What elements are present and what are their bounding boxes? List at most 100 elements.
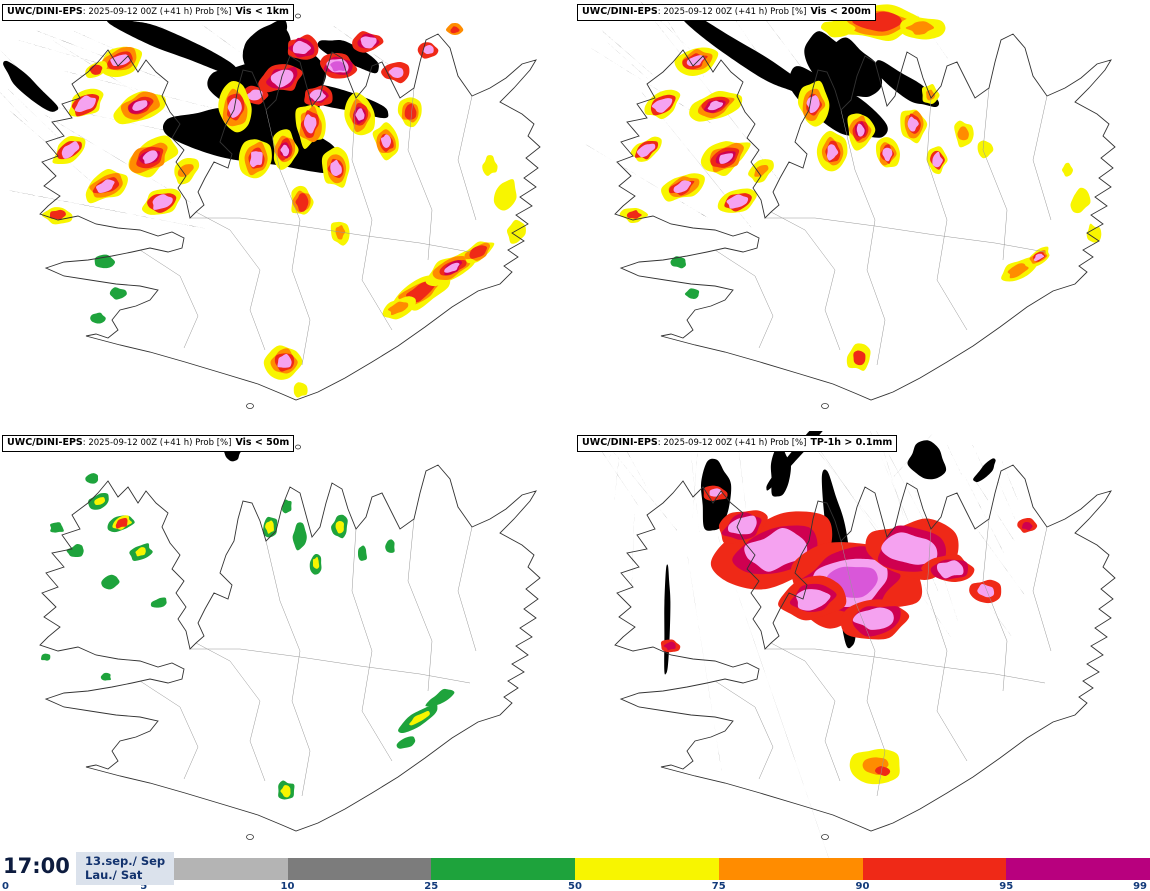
boundary-line	[714, 680, 774, 780]
prob-field-100	[690, 447, 700, 533]
panel-vis-200m: UWC/DINI-EPS: 2025-09-12 00Z (+41 h) Pro…	[575, 0, 1150, 431]
prob-contour-green	[670, 256, 686, 269]
prob-contour-yellow	[1086, 223, 1102, 243]
boundary-line	[195, 211, 266, 351]
boundary-line	[457, 95, 477, 221]
prob-contour-green	[66, 544, 84, 558]
prob-contour-pink	[152, 194, 173, 210]
prob-contour-orange	[957, 126, 969, 141]
prob-field-540	[640, 1, 702, 61]
prob-contour-green	[90, 312, 106, 324]
prob-contour-green	[101, 574, 120, 590]
boundary-line	[195, 642, 266, 782]
prob-contour-crimson	[1021, 521, 1033, 531]
prob-contour-yellow	[1070, 187, 1091, 214]
prob-contour-pink	[852, 607, 894, 630]
prob-contour-yellow	[280, 785, 291, 798]
prob-field-432	[823, 37, 883, 97]
prob-contour-yellow	[482, 155, 498, 176]
prob-contour-green	[85, 473, 99, 484]
prob-field-465	[614, 450, 620, 500]
prob-contour-pink	[907, 116, 919, 132]
prob-field-40	[611, 449, 677, 531]
island-vestmannaeyjar	[821, 834, 829, 840]
prob-contour-pink	[422, 45, 434, 54]
prob-contour-pink	[142, 150, 158, 164]
coastline	[39, 464, 541, 832]
run-info: : 2025-09-12 00Z (+41 h) Prob [%]	[657, 438, 807, 448]
prob-contour-yellow	[94, 497, 106, 506]
prob-field-160	[947, 445, 963, 476]
prob-contour-pink	[360, 36, 377, 49]
param-name: Vis < 50m	[235, 437, 290, 448]
legend-tick-label: 25	[424, 881, 439, 891]
prob-field-298	[641, 91, 752, 228]
prob-contour-orange	[387, 301, 409, 316]
prob-contour-pink	[309, 89, 326, 102]
boundary-line	[714, 249, 774, 349]
prob-contour-pink	[280, 144, 290, 157]
prob-contour-red	[406, 280, 436, 303]
param-name: TP-1h > 0.1mm	[810, 437, 893, 448]
prob-field-278	[607, 42, 648, 79]
legend-segment	[862, 858, 1007, 880]
island-vestmannaeyjar	[821, 403, 829, 409]
prob-contour-pink	[636, 143, 656, 158]
panel-title: UWC/DINI-EPS: 2025-09-12 00Z (+41 h) Pro…	[577, 4, 876, 22]
prob-contour-pink	[744, 527, 808, 572]
boundary-line	[840, 540, 886, 797]
prob-contour-green	[425, 688, 455, 707]
prob-contour-yellow	[135, 547, 146, 557]
prob-contour-pink	[881, 532, 938, 565]
prob-field-520	[18, 40, 119, 69]
prob-contour-green	[41, 653, 51, 661]
prob-field-438	[243, 18, 288, 60]
prob-contour-yellow	[1062, 162, 1073, 177]
prob-field-100	[907, 440, 947, 480]
prob-contour-red	[874, 766, 891, 777]
date-line-2: Lau./ Sat	[85, 868, 143, 883]
prob-contour-red	[115, 517, 128, 529]
panel-title: UWC/DINI-EPS: 2025-09-12 00Z (+41 h) Pro…	[2, 435, 295, 453]
prob-contour-red	[450, 26, 460, 34]
prob-contour-green	[100, 672, 111, 681]
prob-contour-crimson	[663, 641, 676, 651]
prob-contour-pink	[1033, 253, 1045, 262]
prob-contour-yellow	[409, 710, 430, 726]
prob-field-350	[974, 525, 1025, 595]
prob-field-358	[735, 19, 780, 87]
prob-contour-red	[404, 103, 417, 120]
boundary-line	[351, 97, 393, 331]
prob-contour-pink	[856, 123, 865, 137]
prob-field-480	[738, 447, 752, 552]
prob-contour-pink	[355, 108, 365, 121]
boundary-line	[982, 87, 1008, 261]
legend-segment	[431, 858, 575, 880]
prob-contour-red	[469, 245, 488, 259]
prob-contour-pink	[936, 560, 964, 579]
valid-time-label: 17:00	[3, 854, 70, 878]
prob-contour-orange	[905, 21, 935, 35]
prob-contour-pink	[719, 153, 734, 164]
panel-title: UWC/DINI-EPS: 2025-09-12 00Z (+41 h) Pro…	[577, 435, 898, 453]
prob-contour-pink	[330, 159, 342, 177]
boundary-line	[770, 642, 841, 782]
prob-field-205	[106, 16, 238, 77]
prob-contour-pink	[303, 114, 317, 134]
prob-contour-green	[292, 522, 307, 551]
colorbar-tick-labels: 0 5 10 25 50 75 90 95 99	[0, 880, 1150, 891]
prob-field-240	[973, 458, 996, 483]
legend-segment	[1006, 858, 1150, 880]
prob-contour-pink	[246, 89, 263, 101]
prob-contour-yellow	[265, 520, 274, 534]
prob-contour-yellow	[977, 140, 994, 159]
prob-field-495	[602, 30, 660, 81]
prob-contour-orange	[335, 225, 346, 240]
prob-contour-pink	[444, 262, 460, 273]
prob-field-480	[591, 48, 713, 124]
panel-vis-1km: UWC/DINI-EPS: 2025-09-12 00Z (+41 h) Pro…	[0, 0, 575, 431]
run-info: : 2025-09-12 00Z (+41 h) Prob [%]	[82, 7, 232, 17]
boundary-line	[265, 109, 311, 366]
boundary-line	[139, 249, 199, 349]
